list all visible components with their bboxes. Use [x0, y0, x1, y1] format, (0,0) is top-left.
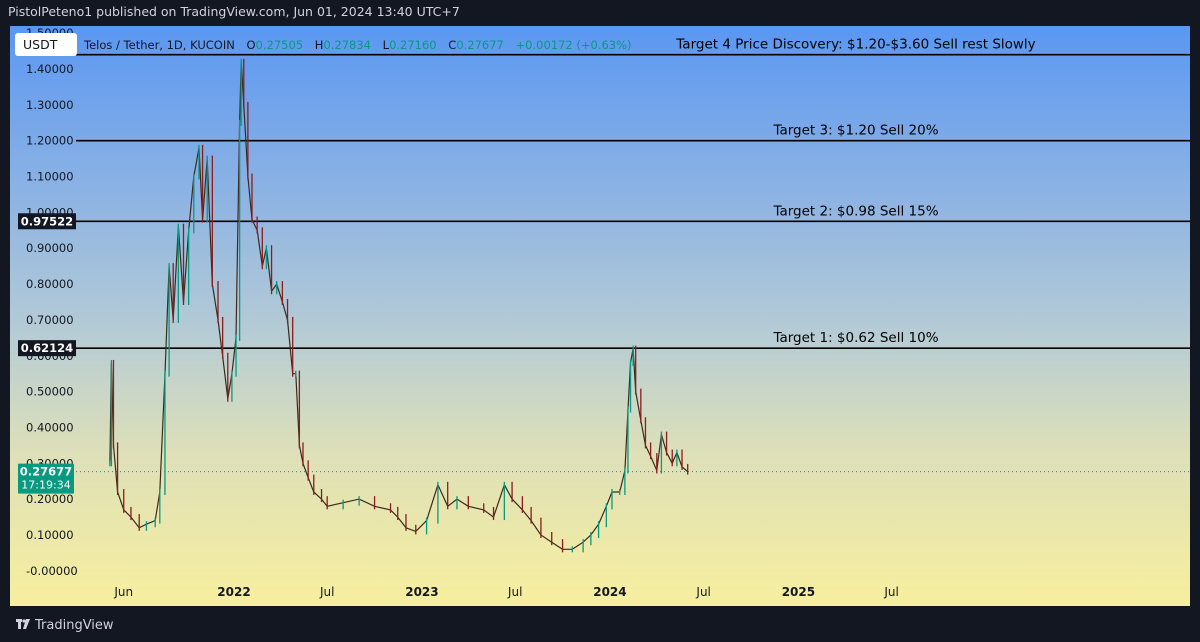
footer-bar: [0, 606, 1200, 642]
target-label: Target 2: $0.98 Sell 15%: [772, 203, 938, 219]
y-tick-label: 0.40000: [26, 420, 74, 434]
y-tick-label: 0.90000: [26, 241, 74, 255]
legend-low-value: 0.27160: [389, 38, 437, 52]
publisher-line: PistolPeteno1 published on TradingView.c…: [8, 4, 460, 19]
x-tick-label: Jul: [695, 585, 710, 599]
x-tick-label: Jul: [319, 585, 334, 599]
legend-high-value: 0.27834: [323, 38, 371, 52]
y-tick-label: 1.30000: [26, 98, 74, 112]
current-price-label: 0.27677: [20, 465, 72, 479]
symbol-button[interactable]: USDT: [15, 33, 77, 56]
target-label: Target 1: $0.62 Sell 10%: [772, 330, 938, 346]
x-tick-label: Jun: [113, 585, 133, 599]
legend-open-label: O: [246, 38, 256, 52]
price-badge: [18, 213, 76, 230]
chart-legend: Telos / Tether, 1D, KUCOIN O0.27505 H0.2…: [84, 38, 632, 52]
y-tick-label: 0.20000: [26, 492, 74, 506]
tradingview-logo-icon[interactable]: [16, 619, 30, 629]
x-tick-label: 2025: [782, 585, 815, 599]
y-tick-label: 0.50000: [26, 385, 74, 399]
legend-close-label: C: [448, 38, 457, 52]
y-tick-label: 1.40000: [26, 62, 74, 76]
candle-countdown: 17:19:34: [21, 479, 70, 492]
y-tick-label: -0.00000: [26, 564, 78, 578]
chart-area[interactable]: 1.500001.400001.300001.200001.100001.000…: [10, 26, 1190, 606]
x-tick-label: 2023: [405, 585, 438, 599]
x-tick-label: 2022: [217, 585, 250, 599]
legend-close-value: 0.27677: [456, 38, 504, 52]
y-tick-label: 0.10000: [26, 528, 74, 542]
y-tick-label: 1.10000: [26, 170, 74, 184]
legend-high-label: H: [314, 38, 324, 52]
legend-open-value: 0.27505: [255, 38, 304, 52]
x-tick-label: 2024: [593, 585, 626, 599]
legend-low-label: L: [382, 38, 390, 52]
x-tick-label: Jul: [507, 585, 522, 599]
x-tick-label: Jul: [883, 585, 898, 599]
tradingview-brand[interactable]: TradingView: [35, 618, 114, 633]
price-chart[interactable]: 1.500001.400001.300001.200001.100001.000…: [10, 26, 1190, 606]
y-tick-label: 1.20000: [26, 134, 74, 148]
price-badge-label: 0.62124: [21, 341, 73, 355]
price-badge-label: 0.97522: [21, 214, 73, 228]
target-label: Target 4 Price Discovery: $1.20-$3.60 Se…: [675, 37, 1035, 53]
chart-background: [10, 26, 1190, 606]
current-price-badge: [18, 463, 74, 494]
legend-change: +0.00172 (+0.63%): [515, 38, 632, 52]
target-label: Target 3: $1.20 Sell 20%: [772, 123, 938, 139]
legend-title: Telos / Tether, 1D, KUCOIN: [84, 38, 235, 52]
price-badge: [18, 340, 76, 357]
y-tick-label: 0.70000: [26, 313, 74, 327]
y-tick-label: 0.80000: [26, 277, 74, 291]
price-series-line[interactable]: [109, 61, 689, 550]
